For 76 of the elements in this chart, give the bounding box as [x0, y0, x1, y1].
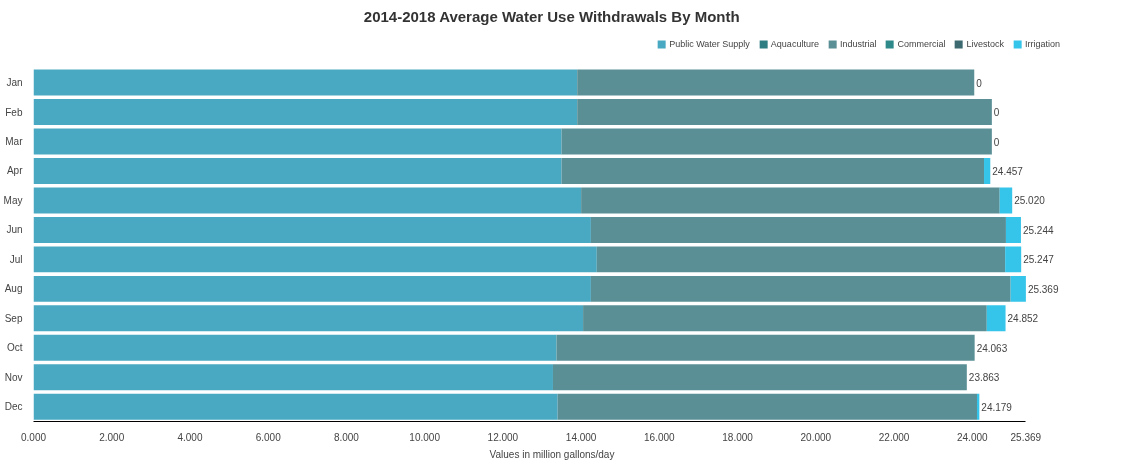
total-label: 24.063: [976, 342, 1008, 354]
bar: [33, 158, 562, 184]
bar: [33, 305, 584, 332]
total-label: 24.457: [992, 165, 1024, 177]
bar: [33, 128, 562, 155]
bar: [577, 99, 992, 125]
bar: [986, 305, 1006, 332]
bar: [1010, 275, 1026, 302]
x-tick-label: 2.000: [99, 431, 125, 443]
x-tick-label: 18.000: [722, 431, 754, 443]
bar: [33, 99, 578, 125]
x-tick-label: 16.000: [644, 431, 676, 443]
legend-label: Irrigation: [1024, 39, 1060, 49]
legend-label: Aquaculture: [770, 39, 819, 49]
x-tick-label: 6.000: [255, 431, 282, 443]
total-label: 25.244: [1022, 224, 1054, 236]
bar: [577, 69, 975, 96]
y-tick-label: Aug: [4, 283, 23, 295]
total-label: 25.369: [1027, 283, 1059, 295]
bar: [33, 216, 591, 243]
bar: [33, 364, 553, 391]
bar: [557, 393, 977, 420]
bar: [33, 69, 578, 96]
bar: [590, 216, 1006, 243]
x-tick-label: 24.000: [957, 431, 989, 443]
bar: [1005, 216, 1021, 243]
bar: [556, 334, 975, 361]
x-axis-title: Values in million gallons/day: [489, 448, 615, 460]
total-label: 25.247: [1023, 254, 1055, 266]
bar: [33, 187, 582, 214]
x-tick-label: 0.000: [20, 431, 47, 443]
y-tick-label: Dec: [4, 401, 23, 413]
x-tick-label: 22.000: [878, 431, 910, 443]
x-tick-label: 8.000: [333, 431, 360, 443]
y-tick-label: Sep: [4, 312, 23, 324]
y-tick-label: Mar: [5, 136, 24, 147]
y-tick-label: Jan: [6, 77, 23, 89]
bar: [561, 158, 985, 184]
y-tick-label: Jul: [9, 253, 23, 265]
legend-label: Livestock: [966, 39, 1004, 49]
x-tick-label: 12.000: [487, 431, 519, 443]
data-label: 0: [993, 136, 1000, 148]
bar: [33, 393, 558, 420]
y-tick-label: Feb: [5, 106, 23, 118]
y-tick-label: Nov: [4, 371, 23, 383]
x-tick-label: 4.000: [177, 431, 203, 443]
bar: [33, 275, 591, 302]
legend-label: Industrial: [839, 39, 877, 49]
legend-label: Public Water Supply: [669, 39, 750, 49]
data-label: 0: [976, 77, 983, 89]
bar: [583, 305, 987, 332]
bar: [999, 187, 1013, 214]
bar: [984, 158, 991, 184]
x-tick-label: 25.369: [1010, 431, 1042, 443]
bar: [552, 364, 967, 391]
data-label: 0: [993, 107, 1000, 119]
bar: [1005, 246, 1022, 273]
bar: [561, 128, 992, 155]
x-tick-label: 14.000: [565, 431, 597, 443]
bar: [596, 246, 1006, 273]
chart-title: 2014-2018 Average Water Use Withdrawals By Month: [363, 7, 740, 25]
total-label: 24.179: [981, 401, 1013, 413]
legend-label: Commercial: [897, 39, 946, 49]
bar: [33, 334, 557, 361]
bar: [581, 187, 1000, 214]
bar: [590, 275, 1011, 302]
bar: [33, 246, 597, 273]
y-tick-label: Apr: [6, 165, 24, 177]
y-tick-label: Oct: [6, 342, 23, 354]
y-tick-label: May: [3, 194, 23, 206]
x-tick-label: 10.000: [409, 431, 441, 443]
total-label: 25.020: [1014, 195, 1046, 207]
total-label: 23.863: [968, 372, 1000, 384]
y-tick-label: Jun: [6, 224, 23, 236]
x-tick-label: 20.000: [800, 431, 832, 443]
total-label: 24.852: [1007, 313, 1039, 325]
